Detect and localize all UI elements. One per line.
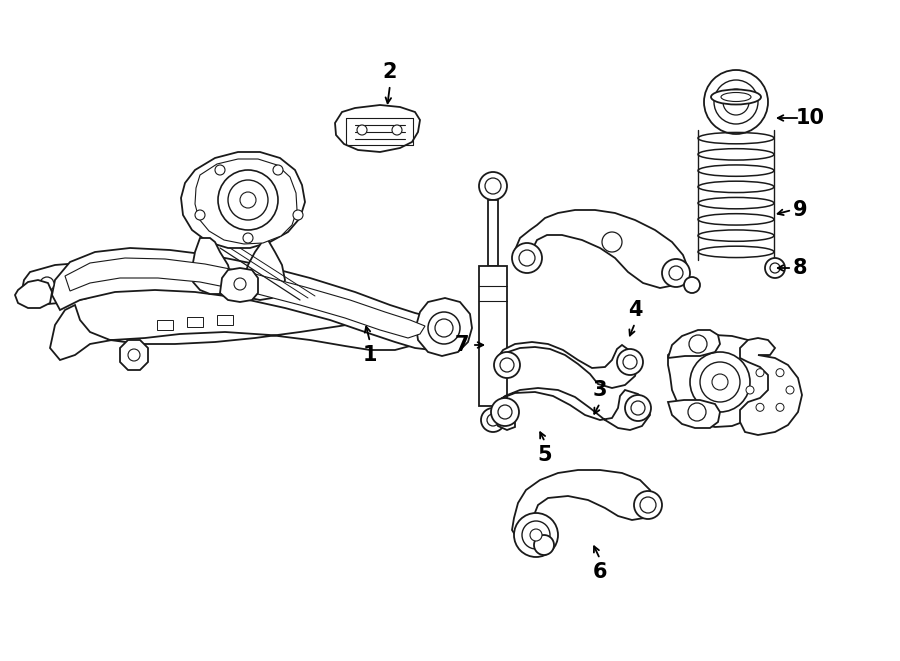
Circle shape: [700, 362, 740, 402]
Circle shape: [756, 369, 764, 377]
Circle shape: [514, 513, 558, 557]
Circle shape: [776, 369, 784, 377]
Circle shape: [704, 70, 768, 134]
Polygon shape: [244, 240, 285, 300]
Circle shape: [669, 266, 683, 280]
Circle shape: [218, 170, 278, 230]
Circle shape: [776, 403, 784, 411]
Text: 3: 3: [593, 380, 608, 400]
Circle shape: [435, 319, 453, 337]
Polygon shape: [217, 315, 233, 325]
Polygon shape: [192, 238, 232, 294]
Circle shape: [40, 277, 54, 291]
Circle shape: [485, 178, 501, 194]
Circle shape: [228, 180, 268, 220]
Circle shape: [392, 125, 402, 135]
Polygon shape: [335, 105, 420, 152]
Text: 6: 6: [593, 562, 608, 582]
Circle shape: [215, 165, 225, 175]
Circle shape: [481, 408, 505, 432]
Ellipse shape: [711, 89, 761, 104]
Circle shape: [240, 192, 256, 208]
Circle shape: [479, 172, 507, 200]
Circle shape: [723, 89, 749, 115]
Polygon shape: [488, 200, 498, 266]
Circle shape: [234, 278, 246, 290]
Circle shape: [519, 250, 535, 266]
Polygon shape: [52, 248, 453, 350]
Polygon shape: [181, 152, 305, 248]
Polygon shape: [668, 335, 772, 427]
Circle shape: [534, 535, 554, 555]
Text: 10: 10: [796, 108, 824, 128]
Circle shape: [487, 414, 499, 426]
Circle shape: [498, 405, 512, 419]
Polygon shape: [220, 268, 258, 302]
Circle shape: [494, 352, 520, 378]
Polygon shape: [65, 258, 425, 338]
Circle shape: [623, 355, 637, 369]
Polygon shape: [15, 280, 52, 308]
Circle shape: [428, 312, 460, 344]
Circle shape: [128, 349, 140, 361]
Text: 1: 1: [363, 345, 377, 365]
Circle shape: [688, 403, 706, 421]
Polygon shape: [512, 470, 655, 540]
Polygon shape: [740, 338, 802, 435]
Text: 5: 5: [537, 445, 553, 465]
Circle shape: [634, 491, 662, 519]
Ellipse shape: [721, 93, 751, 102]
Polygon shape: [416, 298, 472, 356]
Polygon shape: [22, 263, 100, 304]
Circle shape: [756, 403, 764, 411]
Polygon shape: [50, 305, 430, 360]
Circle shape: [765, 258, 785, 278]
Circle shape: [195, 210, 205, 220]
Circle shape: [357, 125, 367, 135]
Circle shape: [746, 386, 754, 394]
Polygon shape: [515, 210, 688, 288]
Polygon shape: [195, 159, 297, 244]
Circle shape: [602, 232, 622, 252]
Circle shape: [631, 401, 645, 415]
Circle shape: [770, 263, 780, 273]
Text: 9: 9: [793, 200, 807, 220]
Circle shape: [712, 374, 728, 390]
Text: 2: 2: [382, 62, 397, 82]
Polygon shape: [668, 400, 720, 428]
Circle shape: [786, 386, 794, 394]
Circle shape: [617, 349, 643, 375]
Circle shape: [640, 497, 656, 513]
Circle shape: [273, 165, 283, 175]
Polygon shape: [668, 330, 720, 358]
Circle shape: [491, 398, 519, 426]
Polygon shape: [120, 340, 148, 370]
Circle shape: [690, 352, 750, 412]
Polygon shape: [187, 317, 203, 327]
Circle shape: [500, 358, 514, 372]
Polygon shape: [496, 342, 638, 388]
Circle shape: [512, 243, 542, 273]
Text: 7: 7: [454, 335, 469, 355]
Polygon shape: [479, 266, 507, 406]
Polygon shape: [157, 320, 173, 330]
Circle shape: [684, 277, 700, 293]
Text: 8: 8: [793, 258, 807, 278]
Circle shape: [662, 259, 690, 287]
Polygon shape: [494, 388, 650, 430]
Circle shape: [293, 210, 303, 220]
Text: 4: 4: [628, 300, 643, 320]
Circle shape: [522, 521, 550, 549]
Circle shape: [243, 233, 253, 243]
Circle shape: [625, 395, 651, 421]
Circle shape: [689, 335, 707, 353]
Circle shape: [530, 529, 542, 541]
Circle shape: [714, 80, 758, 124]
